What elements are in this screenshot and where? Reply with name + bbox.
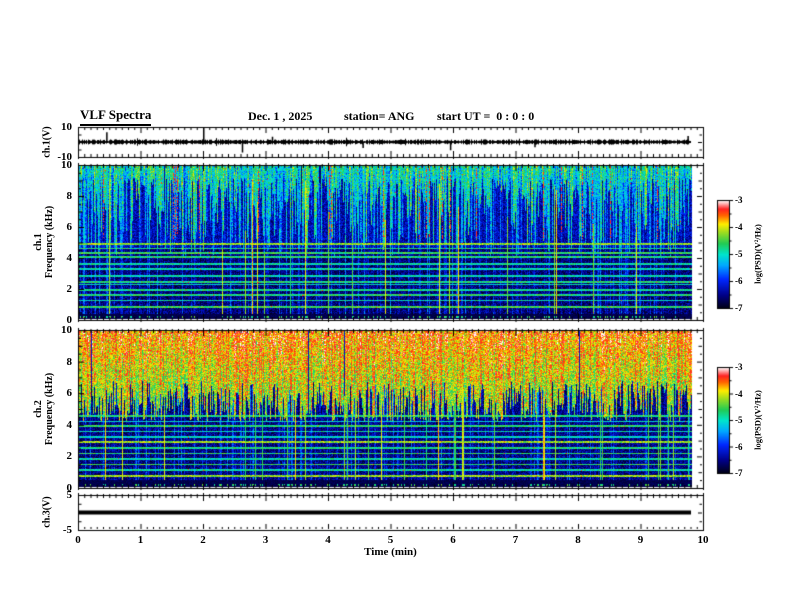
ch1-spectrogram-panel bbox=[78, 165, 703, 320]
freq-tick-label: 0 bbox=[66, 482, 73, 494]
volt-tick-label: 10 bbox=[61, 121, 72, 133]
freq-tick-label: 4 bbox=[66, 418, 73, 431]
colorbar-tick-label: -3 bbox=[735, 195, 743, 205]
x-tick-label: 8 bbox=[575, 534, 581, 546]
freq-tick-label: 6 bbox=[66, 221, 73, 233]
start-ut-label: start UT = 0 : 0 : 0 bbox=[437, 109, 535, 123]
colorbar-tick-label: -7 bbox=[735, 468, 743, 478]
ch2-colorbar bbox=[717, 367, 729, 473]
station-label: station= ANG bbox=[344, 109, 415, 123]
freq-tick-label: 10 bbox=[61, 159, 72, 171]
ch1-waveform-panel bbox=[78, 127, 703, 157]
ch2-axis-unit-text: Frequency (kHz) bbox=[44, 372, 55, 446]
colorbar-tick-label: -4 bbox=[735, 222, 743, 232]
x-tick-label: 6 bbox=[450, 534, 456, 546]
ch2-axis-channel-text: ch.2 bbox=[33, 400, 44, 418]
x-tick-label: 2 bbox=[200, 534, 206, 546]
date-label: Dec. 1 , 2025 bbox=[248, 109, 313, 123]
volt-tick-label: 5 bbox=[66, 489, 73, 501]
ch3-voltage-axis-label: ch.3(V) bbox=[41, 496, 53, 528]
ch1-colorbar bbox=[717, 200, 729, 308]
colorbar-tick-label: -6 bbox=[735, 276, 743, 286]
freq-tick-label: 8 bbox=[66, 355, 73, 368]
x-tick-label: 1 bbox=[137, 534, 144, 546]
colorbar-tick-label: -5 bbox=[735, 415, 743, 425]
colorbar-tick-label: -3 bbox=[735, 362, 743, 372]
freq-tick-label: 10 bbox=[61, 324, 72, 336]
ch3-waveform-panel bbox=[78, 495, 703, 530]
volt-tick-label: -10 bbox=[57, 151, 72, 163]
freq-tick-label: 2 bbox=[66, 450, 73, 463]
x-tick-label: 9 bbox=[637, 534, 644, 546]
ch2-frequency-axis-label: ch.2 Frequency (kHz) bbox=[33, 373, 55, 445]
ch1-axis-unit-text: Frequency (kHz) bbox=[44, 205, 55, 279]
colorbar-tick-label: -6 bbox=[735, 441, 743, 452]
colorbar-tick-label: -7 bbox=[735, 303, 743, 313]
colorbar2-unit-label: log(PSD)(V²/Hz) bbox=[752, 390, 763, 450]
colorbar-tick-label: -4 bbox=[735, 388, 743, 399]
time-axis-label: Time (min) bbox=[364, 546, 417, 558]
freq-tick-label: 4 bbox=[66, 252, 73, 264]
ch1-axis-channel-text: ch.1 bbox=[33, 233, 44, 251]
freq-tick-label: 0 bbox=[66, 314, 73, 326]
colorbar-tick-label: -5 bbox=[735, 249, 743, 259]
volt-tick-label: -5 bbox=[62, 524, 72, 536]
colorbar1-unit-label: log(PSD)(V²/Hz) bbox=[752, 224, 763, 284]
x-tick-label: 4 bbox=[325, 534, 331, 546]
ch2-spectrogram-panel bbox=[78, 330, 703, 488]
x-tick-label: 3 bbox=[262, 534, 269, 546]
x-tick-label: 0 bbox=[75, 534, 81, 546]
freq-tick-label: 8 bbox=[66, 190, 73, 202]
page-title: VLF Spectra bbox=[80, 107, 152, 126]
freq-tick-label: 2 bbox=[66, 283, 73, 295]
ch1-frequency-axis-label: ch.1 Frequency (kHz) bbox=[33, 206, 55, 278]
x-tick-label: 7 bbox=[512, 534, 519, 546]
freq-tick-label: 6 bbox=[66, 387, 73, 400]
x-tick-label: 5 bbox=[387, 534, 394, 546]
x-tick-label: 10 bbox=[697, 534, 709, 546]
